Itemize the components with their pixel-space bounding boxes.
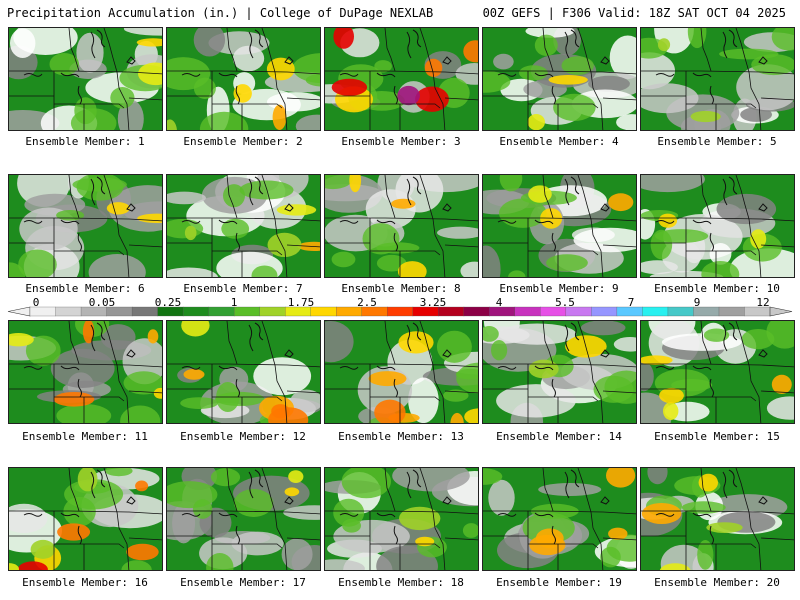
colorbar-swatch	[718, 306, 745, 317]
ensemble-member-label: Ensemble Member: 9	[499, 282, 619, 295]
colorbar-tick-label: 7	[627, 296, 635, 309]
colorbar-right-arrow	[769, 306, 793, 317]
map-title: Precipitation Accumulation (in.) | Colle…	[7, 6, 434, 20]
ensemble-member-label: Ensemble Member: 6	[25, 282, 145, 295]
ensemble-member-map	[640, 174, 795, 278]
ensemble-member-map	[482, 174, 637, 278]
colorbar-swatch	[233, 306, 261, 317]
colorbar-tick-label: 1.75	[287, 296, 315, 309]
ensemble-member-map	[324, 174, 479, 278]
colorbar-swatch	[182, 306, 210, 317]
colorbar-swatch	[463, 306, 490, 317]
ensemble-member-label: Ensemble Member: 12	[180, 430, 306, 443]
ensemble-member-map	[8, 174, 163, 278]
ensemble-member-label: Ensemble Member: 10	[654, 282, 780, 295]
colorbar-tick-label: 4	[495, 296, 503, 309]
ensemble-member-map	[8, 27, 163, 131]
ensemble-member-label: Ensemble Member: 19	[496, 576, 622, 589]
ensemble-member-label: Ensemble Member: 17	[180, 576, 306, 589]
ensemble-member-label: Ensemble Member: 15	[654, 430, 780, 443]
ensemble-member-label: Ensemble Member: 13	[338, 430, 464, 443]
ensemble-member-map	[166, 320, 321, 424]
ensemble-member-label: Ensemble Member: 11	[22, 430, 148, 443]
colorbar-left-arrow	[7, 306, 31, 317]
colorbar-tick-label: 3.25	[419, 296, 447, 309]
colorbar-swatch	[310, 306, 337, 317]
ensemble-member-map	[640, 320, 795, 424]
colorbar-tick-label: 2.5	[357, 296, 377, 309]
colorbar-swatch	[642, 306, 669, 317]
ensemble-member-label: Ensemble Member: 5	[657, 135, 777, 148]
ensemble-member-label: Ensemble Member: 18	[338, 576, 464, 589]
ensemble-member-label: Ensemble Member: 2	[183, 135, 303, 148]
colorbar-swatch	[387, 306, 414, 317]
ensemble-member-map	[324, 320, 479, 424]
colorbar-swatch	[514, 306, 541, 317]
ensemble-member-map	[166, 467, 321, 571]
ensemble-member-map	[482, 27, 637, 131]
ensemble-member-map	[482, 467, 637, 571]
ensemble-member-map	[8, 467, 163, 571]
colorbar-tick-label: 12	[756, 296, 770, 309]
colorbar-tick-label: 0	[32, 296, 40, 309]
ensemble-member-map	[482, 320, 637, 424]
colorbar-swatch	[55, 306, 82, 317]
ensemble-member-map	[166, 27, 321, 131]
colorbar-tick-label: 0.05	[88, 296, 116, 309]
colorbar-tick-label: 0.25	[154, 296, 182, 309]
ensemble-member-label: Ensemble Member: 7	[183, 282, 303, 295]
ensemble-member-label: Ensemble Member: 16	[22, 576, 148, 589]
precip-colorbar	[7, 306, 793, 317]
ensemble-member-map	[640, 27, 795, 131]
ensemble-member-label: Ensemble Member: 20	[654, 576, 780, 589]
colorbar-swatch	[591, 306, 618, 317]
ensemble-member-map	[640, 467, 795, 571]
colorbar-swatch	[667, 306, 694, 317]
ensemble-member-map	[8, 320, 163, 424]
ensemble-member-map	[324, 467, 479, 571]
ensemble-member-map	[324, 27, 479, 131]
ensemble-member-label: Ensemble Member: 8	[341, 282, 461, 295]
colorbar-tick-label: 5.5	[555, 296, 575, 309]
ensemble-member-label: Ensemble Member: 14	[496, 430, 622, 443]
colorbar-swatch	[259, 306, 286, 317]
ensemble-member-label: Ensemble Member: 1	[25, 135, 145, 148]
ensemble-member-map	[166, 174, 321, 278]
colorbar-tick-label: 1	[230, 296, 238, 309]
ensemble-member-label: Ensemble Member: 4	[499, 135, 619, 148]
run-valid-time: 00Z GEFS | F306 Valid: 18Z SAT OCT 04 20…	[482, 6, 786, 20]
colorbar-tick-label: 9	[693, 296, 701, 309]
ensemble-member-label: Ensemble Member: 3	[341, 135, 461, 148]
